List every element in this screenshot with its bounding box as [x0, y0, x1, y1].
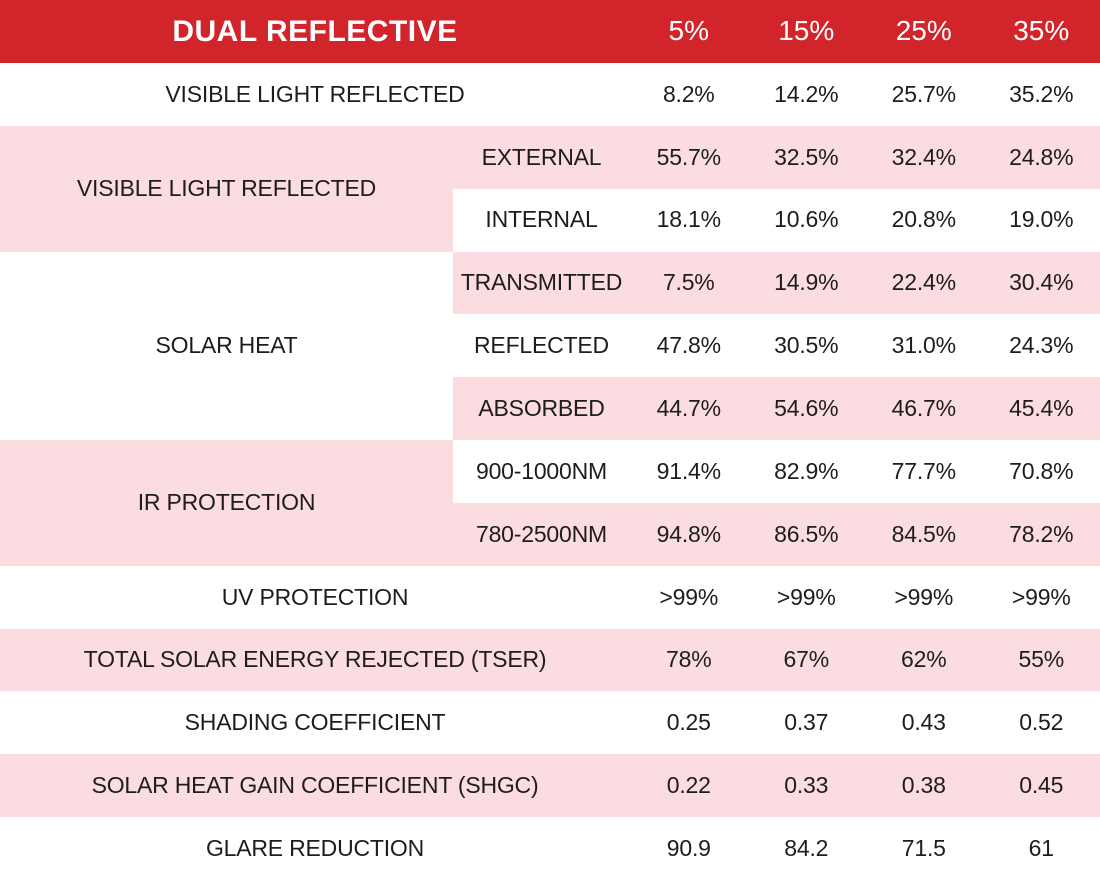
subrow-label: TRANSMITTED — [453, 251, 630, 315]
value-cell: 24.3% — [982, 314, 1100, 378]
value-cell: 0.52 — [982, 691, 1100, 755]
value-cell: 44.7% — [630, 377, 748, 441]
row-label: SHADING COEFFICIENT — [0, 691, 630, 755]
value-cell: 90.9 — [630, 817, 748, 880]
subrow-label: 900-1000NM — [453, 440, 630, 503]
value-cell: 30.4% — [982, 251, 1100, 315]
row-label: SOLAR HEAT GAIN COEFFICIENT (SHGC) — [0, 754, 630, 818]
value-cell: 0.22 — [630, 754, 748, 818]
value-cell: 94.8% — [630, 502, 748, 566]
group-label: VISIBLE LIGHT REFLECTED — [0, 125, 453, 252]
value-cell: 84.2 — [747, 817, 865, 880]
value-cell: 0.25 — [630, 691, 748, 755]
value-cell: 62% — [865, 628, 983, 692]
row-label: TOTAL SOLAR ENERGY REJECTED (TSER) — [0, 628, 630, 692]
value-cell: 77.7% — [865, 440, 983, 503]
row-label: GLARE REDUCTION — [0, 817, 630, 880]
value-cell: 78% — [630, 628, 748, 692]
value-cell: 82.9% — [747, 440, 865, 503]
value-cell: 0.45 — [982, 754, 1100, 818]
value-cell: 86.5% — [747, 502, 865, 566]
column-header-35pct: 35% — [982, 0, 1100, 63]
value-cell: 18.1% — [630, 188, 748, 252]
group-label: IR PROTECTION — [0, 440, 453, 566]
value-cell: 0.33 — [747, 754, 865, 818]
value-cell: 32.4% — [865, 125, 983, 189]
value-cell: >99% — [865, 565, 983, 629]
table-title: DUAL REFLECTIVE — [0, 0, 630, 63]
value-cell: 0.43 — [865, 691, 983, 755]
subrow-label: INTERNAL — [453, 188, 630, 252]
row-label: VISIBLE LIGHT REFLECTED — [0, 63, 630, 126]
value-cell: 67% — [747, 628, 865, 692]
value-cell: 47.8% — [630, 314, 748, 378]
value-cell: 10.6% — [747, 188, 865, 252]
value-cell: 19.0% — [982, 188, 1100, 252]
value-cell: 22.4% — [865, 251, 983, 315]
value-cell: >99% — [982, 565, 1100, 629]
value-cell: 24.8% — [982, 125, 1100, 189]
row-label: UV PROTECTION — [0, 565, 630, 629]
value-cell: 20.8% — [865, 188, 983, 252]
value-cell: 55.7% — [630, 125, 748, 189]
value-cell: >99% — [630, 565, 748, 629]
subrow-label: REFLECTED — [453, 314, 630, 378]
value-cell: 0.38 — [865, 754, 983, 818]
value-cell: 31.0% — [865, 314, 983, 378]
value-cell: 55% — [982, 628, 1100, 692]
group-label: SOLAR HEAT — [0, 251, 453, 441]
value-cell: 0.37 — [747, 691, 865, 755]
column-header-5pct: 5% — [630, 0, 748, 63]
value-cell: >99% — [747, 565, 865, 629]
value-cell: 14.2% — [747, 63, 865, 126]
value-cell: 7.5% — [630, 251, 748, 315]
value-cell: 54.6% — [747, 377, 865, 441]
subrow-label: 780-2500NM — [453, 502, 630, 566]
column-header-15pct: 15% — [747, 0, 865, 63]
value-cell: 32.5% — [747, 125, 865, 189]
column-header-25pct: 25% — [865, 0, 983, 63]
value-cell: 71.5 — [865, 817, 983, 880]
subrow-label: EXTERNAL — [453, 125, 630, 189]
value-cell: 14.9% — [747, 251, 865, 315]
value-cell: 70.8% — [982, 440, 1100, 503]
value-cell: 46.7% — [865, 377, 983, 441]
value-cell: 35.2% — [982, 63, 1100, 126]
value-cell: 84.5% — [865, 502, 983, 566]
value-cell: 78.2% — [982, 502, 1100, 566]
value-cell: 61 — [982, 817, 1100, 880]
value-cell: 30.5% — [747, 314, 865, 378]
value-cell: 45.4% — [982, 377, 1100, 441]
value-cell: 25.7% — [865, 63, 983, 126]
subrow-label: ABSORBED — [453, 377, 630, 441]
value-cell: 8.2% — [630, 63, 748, 126]
value-cell: 91.4% — [630, 440, 748, 503]
